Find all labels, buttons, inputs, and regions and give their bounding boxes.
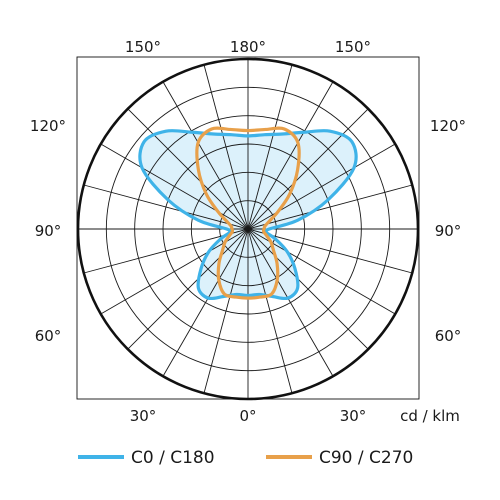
unit-label: cd / klm	[400, 407, 460, 425]
series-layer	[138, 126, 358, 301]
angle-label-right-60: 60°	[435, 327, 462, 345]
angle-label-top-left: 150°	[125, 38, 161, 56]
series-c0-c180-curve	[138, 129, 358, 301]
angle-label-bottom-left: 30°	[130, 407, 157, 425]
polar-grid	[78, 59, 418, 399]
series-c90-c270-curve	[195, 126, 301, 300]
grid-spoke	[203, 64, 293, 394]
legend: C0 / C180 C90 / C270	[78, 448, 413, 468]
angle-label-right-120: 120°	[430, 117, 466, 135]
angle-label-left-120: 120°	[30, 117, 66, 135]
angle-label-top-center: 180°	[230, 38, 266, 56]
plot-frame	[76, 56, 420, 400]
angle-label-top-right: 150°	[335, 38, 371, 56]
angle-label-left-60: 60°	[35, 327, 62, 345]
angle-label-right-90: 90°	[435, 222, 462, 240]
legend-label-c90-c270: C90 / C270	[319, 448, 413, 468]
angle-label-bottom-right: 30°	[340, 407, 367, 425]
legend-label-c0-c180: C0 / C180	[131, 448, 215, 468]
angle-label-bottom-center: 0°	[239, 407, 256, 425]
angle-label-left-90: 90°	[35, 222, 62, 240]
